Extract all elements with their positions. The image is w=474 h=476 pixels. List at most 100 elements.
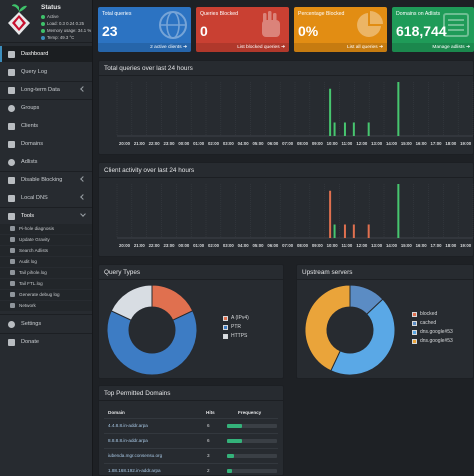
chart-bar[interactable] xyxy=(367,122,370,137)
sidebar-item-local-dns[interactable]: Local DNS xyxy=(0,190,92,206)
legend-swatch xyxy=(412,329,417,335)
client-activity-chart: 20:00 21:00 22:00 23:00 00:00 01:00 02:00 03:00… xyxy=(116,184,474,248)
sidebar-item-disable-blocking[interactable]: Disable Blocking xyxy=(0,172,92,188)
hits-value: 6 xyxy=(207,423,210,428)
column-header-domain[interactable]: Domain xyxy=(108,410,125,415)
arrow-circle-up-icon xyxy=(10,237,15,243)
donut-slice[interactable] xyxy=(330,298,396,376)
chart-bar[interactable] xyxy=(352,224,355,239)
tools-item-search-adlists[interactable]: Search Adlists xyxy=(0,246,92,256)
column-header-hits[interactable]: Hits xyxy=(206,410,215,415)
x-tick-label: 04:00 xyxy=(238,243,250,248)
tools-item-tail-pihole-log[interactable]: Tail pihole.log xyxy=(0,268,92,278)
card-footer-text: 2 active clients xyxy=(150,45,182,50)
card-value: 0% xyxy=(298,23,319,39)
domain-link[interactable]: 8.8.8.8.in-addr.arpa xyxy=(108,438,148,443)
x-tick-label: 07:00 xyxy=(282,243,294,248)
x-tick-label: 20:00 xyxy=(119,141,131,146)
address-book-icon xyxy=(8,194,15,202)
chart-bar[interactable] xyxy=(397,82,400,136)
temp-dot-icon xyxy=(41,35,45,40)
chart-bar[interactable] xyxy=(352,122,355,137)
legend-item-dns-google-2[interactable]: dns.google#53 xyxy=(412,338,453,344)
sidebar-item-label: Query Log xyxy=(21,69,48,75)
sidebar-item-clients[interactable]: Clients xyxy=(0,118,92,134)
sidebar-item-groups[interactable]: Groups xyxy=(0,100,92,116)
card-queries-blocked: Queries Blocked 0 List blocked queries ➜ xyxy=(196,7,289,52)
donut-slice[interactable] xyxy=(110,284,153,321)
chevron-left-icon xyxy=(80,176,86,182)
domain-link[interactable]: 4.4.8.8.in-addr.arpa xyxy=(108,423,148,428)
sidebar-item-tools[interactable]: Tools xyxy=(0,208,92,224)
donut-slice[interactable] xyxy=(106,310,198,376)
sidebar-item-label: Dashboard xyxy=(21,51,49,57)
x-tick-label: 11:00 xyxy=(342,141,353,146)
legend-item-a-ipv4[interactable]: A (IPv4) xyxy=(223,315,249,321)
sidebar-item-label: Adlists xyxy=(21,159,38,165)
legend-item-blocked[interactable]: blocked xyxy=(412,311,437,317)
sidebar-item-dashboard[interactable]: Dashboard xyxy=(0,46,92,62)
client-activity-panel: Client activity over last 24 hours 20:00… xyxy=(98,162,474,257)
tools-item-generate-debug-log[interactable]: Generate debug log xyxy=(0,290,92,300)
sidebar-item-settings[interactable]: Settings xyxy=(0,316,92,332)
legend-item-cached[interactable]: cached xyxy=(412,320,436,326)
card-footer-link[interactable]: List blocked queries ➜ xyxy=(196,43,289,52)
donut-slice[interactable] xyxy=(304,284,351,372)
card-footer-link[interactable]: 2 active clients ➜ xyxy=(98,43,191,52)
x-tick-label: 19:00 xyxy=(460,243,472,248)
arrow-circle-right-icon: ➜ xyxy=(465,45,470,50)
chart-bar[interactable] xyxy=(367,224,370,239)
legend-label: PTR xyxy=(231,324,241,330)
frequency-bar xyxy=(227,439,277,443)
chart-bar[interactable] xyxy=(343,122,346,137)
legend-label: A (IPv4) xyxy=(231,315,249,321)
card-footer-link[interactable]: Manage adlists ➜ xyxy=(392,43,474,52)
tools-item-tail-ftl-log[interactable]: Tail FTL.log xyxy=(0,279,92,289)
chevron-left-icon xyxy=(80,86,86,92)
arrow-circle-right-icon: ➜ xyxy=(182,45,187,50)
pihole-logo-icon xyxy=(8,4,30,35)
chart-bar[interactable] xyxy=(343,224,346,239)
top-permitted-domains-panel: Top Permitted Domains Domain Hits Freque… xyxy=(98,385,284,476)
sidebar: Status Active Load: 0.3 0.24 0.25 Memory… xyxy=(0,0,93,476)
legend-item-ptr[interactable]: PTR xyxy=(223,324,241,330)
tools-item-audit-log[interactable]: Audit log xyxy=(0,257,92,267)
chart-bar[interactable] xyxy=(397,184,400,238)
card-label: Queries Blocked xyxy=(200,11,239,17)
legend-item-https[interactable]: HTTPS xyxy=(223,333,247,339)
card-footer-text: List blocked queries xyxy=(237,45,280,50)
x-tick-label: 16:00 xyxy=(416,243,428,248)
tools-item-update-gravity[interactable]: Update Gravity xyxy=(0,235,92,245)
chart-bar[interactable] xyxy=(333,224,336,239)
tools-item-label: Generate debug log xyxy=(19,292,60,298)
x-tick-label: 14:00 xyxy=(386,243,398,248)
chart-bar[interactable] xyxy=(329,190,332,238)
hits-value: 3 xyxy=(207,453,210,458)
x-tick-label: 21:00 xyxy=(134,141,146,146)
tools-item-network[interactable]: Network xyxy=(0,301,92,311)
domain-link[interactable]: 1.88.168.192.in-addr.arpa xyxy=(108,468,161,473)
sidebar-item-donate[interactable]: Donate xyxy=(0,334,92,350)
x-tick-label: 11:00 xyxy=(342,243,353,248)
load-dot-icon xyxy=(41,21,45,26)
sidebar-item-label: Long-term Data xyxy=(21,87,60,93)
tools-item-pihole-diagnosis[interactable]: Pi-hole diagnosis xyxy=(0,224,92,234)
search-icon xyxy=(10,248,15,254)
chart-bar[interactable] xyxy=(333,122,336,137)
sidebar-item-adlists[interactable]: Adlists xyxy=(0,154,92,170)
sidebar-item-label: Clients xyxy=(21,123,39,129)
x-tick-label: 22:00 xyxy=(149,141,161,146)
legend-item-dns-google-1[interactable]: dns.google#53 xyxy=(412,329,453,335)
domain-link[interactable]: iubenda.mgr.consensu.org xyxy=(108,453,163,458)
sidebar-item-query-log[interactable]: Query Log xyxy=(0,64,92,80)
status-temp: Temp: 49.3 °C xyxy=(41,35,74,40)
hand-icon xyxy=(262,11,280,37)
divider xyxy=(99,75,473,76)
card-footer-text: List all queries xyxy=(346,45,378,50)
column-header-frequency[interactable]: Frequency xyxy=(238,410,262,415)
sidebar-item-domains[interactable]: Domains xyxy=(0,136,92,152)
chart-bar[interactable] xyxy=(329,88,332,136)
card-footer-link[interactable]: List all queries ➜ xyxy=(294,43,387,52)
sidebar-item-long-term-data[interactable]: Long-term Data xyxy=(0,82,92,98)
